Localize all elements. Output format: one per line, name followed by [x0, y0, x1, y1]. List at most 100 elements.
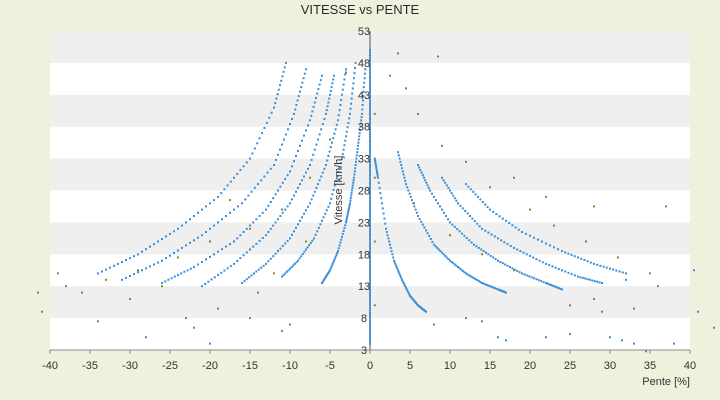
data-point	[343, 227, 346, 230]
data-point	[665, 205, 667, 208]
data-point	[484, 283, 487, 286]
data-point	[279, 215, 282, 217]
data-point	[559, 287, 562, 290]
data-point	[289, 170, 291, 173]
data-point	[297, 186, 299, 189]
data-point	[396, 267, 399, 270]
data-point	[261, 237, 264, 239]
data-point	[389, 246, 392, 249]
data-point	[509, 266, 511, 269]
data-point	[593, 262, 595, 265]
data-point-secondary	[305, 240, 307, 243]
x-tick-label: 30	[604, 360, 616, 372]
data-point	[369, 51, 371, 54]
data-point	[537, 238, 539, 241]
data-point	[225, 215, 227, 217]
data-point	[625, 278, 627, 281]
data-point	[344, 224, 347, 227]
data-point	[248, 276, 251, 279]
data-point	[343, 78, 346, 81]
data-point	[382, 212, 385, 215]
data-point	[319, 79, 322, 82]
data-point	[369, 95, 371, 98]
data-point	[325, 109, 328, 112]
data-point	[482, 250, 485, 253]
data-point	[125, 276, 127, 279]
data-point	[173, 230, 175, 233]
data-point	[441, 251, 443, 254]
data-point	[450, 261, 453, 263]
x-tick-label: 20	[524, 360, 536, 372]
data-point	[137, 253, 139, 256]
data-point-secondary	[105, 278, 107, 281]
y-tick-label: 48	[358, 58, 370, 70]
data-point	[283, 66, 286, 69]
data-point	[342, 148, 345, 151]
data-point	[386, 234, 389, 237]
data-point	[369, 296, 371, 299]
data-point	[449, 221, 451, 224]
x-tick-label: 10	[444, 360, 456, 372]
data-point	[377, 176, 379, 179]
data-point	[323, 167, 326, 170]
data-point	[503, 241, 506, 244]
data-point	[369, 151, 371, 154]
data-point	[289, 267, 291, 270]
data-point-secondary	[129, 298, 131, 300]
data-point	[133, 255, 135, 258]
data-point	[315, 97, 317, 99]
data-point	[466, 212, 469, 215]
data-point	[359, 128, 361, 131]
data-point	[481, 227, 483, 230]
data-point	[145, 267, 147, 270]
data-point	[340, 238, 343, 241]
data-point	[291, 165, 293, 168]
data-point	[169, 232, 171, 235]
data-point	[697, 310, 699, 313]
data-point	[221, 218, 223, 221]
data-point	[351, 92, 354, 95]
data-point	[596, 263, 599, 266]
data-point	[263, 175, 266, 178]
data-point	[303, 212, 305, 215]
data-point	[393, 261, 396, 264]
data-point	[411, 199, 413, 202]
data-point	[369, 212, 371, 215]
data-point	[426, 184, 429, 187]
data-point	[328, 150, 331, 153]
data-point	[335, 253, 338, 256]
data-point	[281, 329, 283, 332]
data-point	[383, 217, 386, 220]
data-point	[486, 206, 489, 209]
data-point	[281, 75, 284, 78]
data-point	[279, 84, 281, 87]
data-point	[369, 61, 371, 64]
data-point	[369, 110, 371, 113]
data-point	[377, 181, 380, 184]
data-point	[267, 204, 270, 207]
data-point	[414, 208, 417, 211]
data-point	[281, 275, 283, 278]
data-point	[369, 248, 371, 251]
data-point	[245, 227, 248, 230]
data-point	[267, 260, 270, 263]
data-point	[533, 236, 535, 239]
data-point	[452, 194, 455, 197]
data-point	[401, 170, 404, 173]
data-point	[693, 269, 695, 272]
data-point	[197, 236, 199, 239]
data-point	[205, 258, 207, 261]
data-point-secondary	[569, 304, 571, 307]
data-point	[557, 287, 560, 290]
data-point	[326, 105, 329, 108]
data-point	[369, 314, 371, 317]
data-point	[293, 194, 295, 197]
data-point	[369, 54, 371, 57]
data-point-secondary	[489, 186, 491, 189]
data-point	[339, 162, 342, 165]
data-point	[293, 230, 295, 233]
data-point	[341, 88, 344, 91]
data-point	[251, 152, 254, 155]
data-point	[612, 268, 615, 271]
data-point	[300, 86, 303, 89]
